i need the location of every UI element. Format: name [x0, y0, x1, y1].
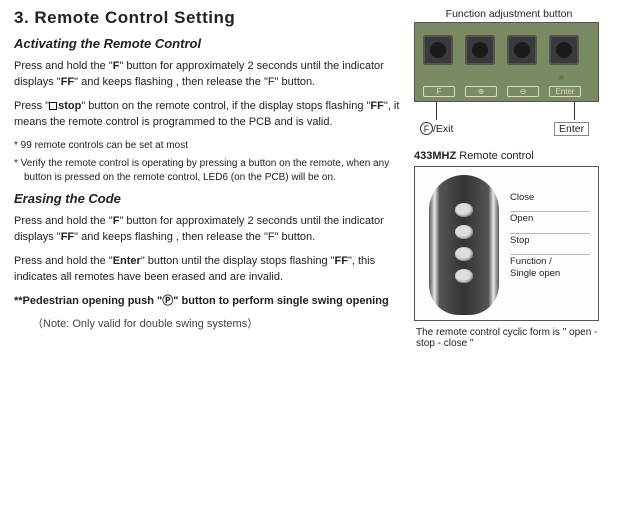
tact-button-plus: [465, 35, 495, 65]
remote-btn-close: [455, 203, 473, 217]
section-title: 3. Remote Control Setting: [14, 8, 404, 28]
paragraph-activate-1: Press and hold the "F" button for approx…: [14, 59, 404, 91]
remote-title: 433MHZ Remote control: [414, 150, 604, 162]
stop-icon: [49, 102, 57, 110]
enter-callout: Enter: [554, 122, 589, 136]
pedestrian-note: **Pedestrian opening push "Ⓟ" button to …: [14, 294, 404, 309]
tact-button-enter: [549, 35, 579, 65]
remote-button-labels: Close Open Stop Function / Single open: [510, 191, 590, 287]
paragraph-activate-2: Press "stop" button on the remote contro…: [14, 99, 404, 131]
remote-btn-open: [455, 225, 473, 239]
double-swing-note: （Note: Only valid for double swing syste…: [14, 317, 404, 333]
tact-button-f: [423, 35, 453, 65]
pcb-board-image: F ⊕ ⊖ Enter: [414, 22, 599, 102]
paragraph-erase-1: Press and hold the "F" button for approx…: [14, 214, 404, 246]
remote-diagram: Close Open Stop Function / Single open: [414, 166, 599, 321]
board-callouts: F/Exit Enter: [414, 102, 599, 138]
f-circled-icon: F: [420, 122, 433, 135]
remote-caption: The remote control cyclic form is " open…: [414, 327, 604, 349]
paragraph-erase-2: Press and hold the "Enter" button until …: [14, 254, 404, 286]
note-verify: * Verify the remote control is operating…: [14, 157, 404, 185]
tact-button-minus: [507, 35, 537, 65]
subheading-erasing: Erasing the Code: [14, 191, 404, 206]
note-99-remotes: * 99 remote controls can be set at most: [14, 139, 404, 153]
subheading-activating: Activating the Remote Control: [14, 36, 404, 51]
remote-shell: [429, 175, 499, 315]
remote-btn-stop: [455, 247, 473, 261]
silkscreen-labels: F ⊕ ⊖ Enter: [423, 86, 581, 97]
function-adjustment-label: Function adjustment button: [414, 8, 604, 20]
remote-btn-function: [455, 269, 473, 283]
